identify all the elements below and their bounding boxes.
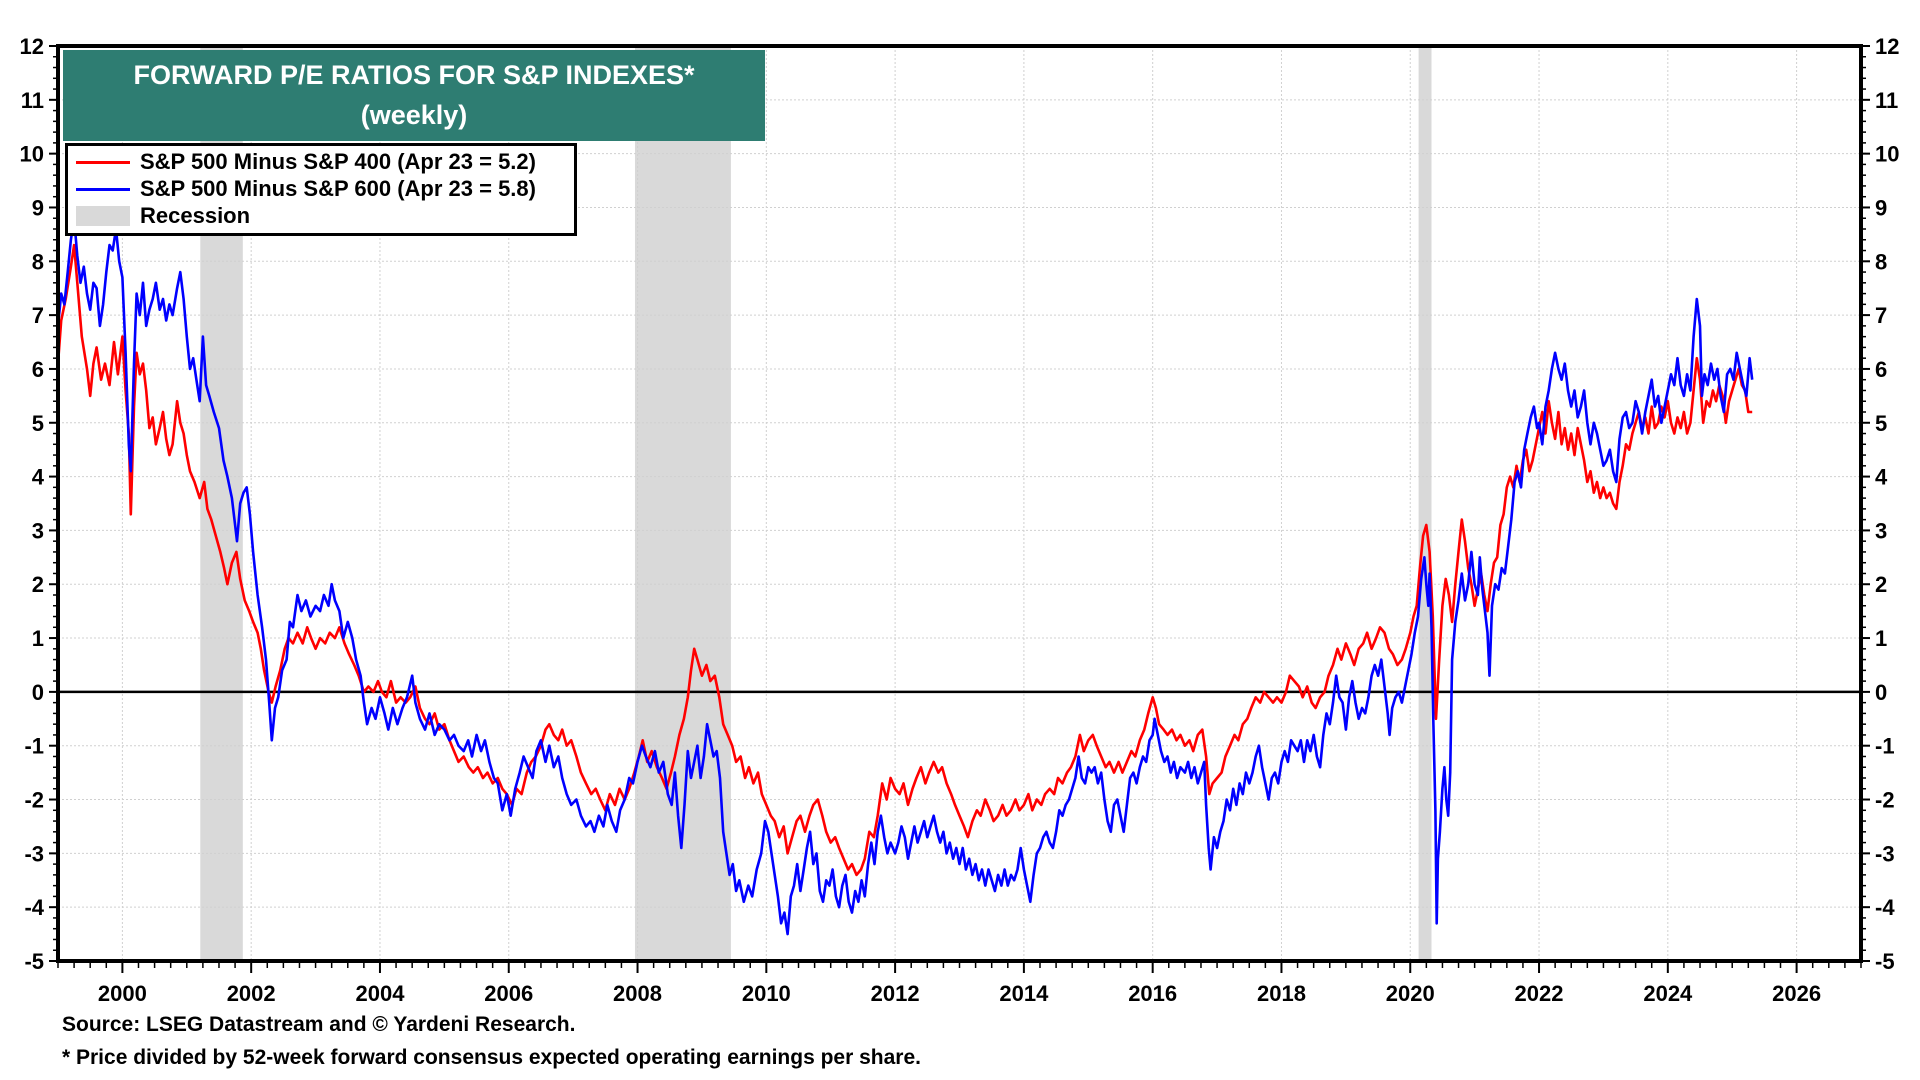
chart-title-box: FORWARD P/E RATIOS FOR S&P INDEXES* (wee… xyxy=(63,50,765,141)
legend-item-recession: Recession xyxy=(68,203,250,229)
y-tick-label-left: -5 xyxy=(24,949,44,974)
x-axis: 2000 2002 2004 2006 2008 2010 2012 2014 2016 2018… xyxy=(57,961,1862,1006)
source-note: Source: LSEG Datastream and © Yardeni Re… xyxy=(62,1013,576,1036)
legend-label: S&P 500 Minus S&P 400 (Apr 23 = 5.2) xyxy=(140,149,536,174)
y-tick-label-left: 9 xyxy=(32,195,44,220)
y-tick-label-right: -3 xyxy=(1875,841,1895,866)
x-tick-label: 2010 xyxy=(742,981,791,1006)
series-line-sp500-minus-sp600 xyxy=(56,216,1754,936)
x-tick-label: 2024 xyxy=(1643,981,1693,1006)
y-tick-label-left: 8 xyxy=(32,249,44,274)
legend: S&P 500 Minus S&P 400 (Apr 23 = 5.2) S&P… xyxy=(65,143,577,236)
y-tick-label-right: 12 xyxy=(1875,34,1899,59)
legend-label: S&P 500 Minus S&P 600 (Apr 23 = 5.8) xyxy=(140,176,536,201)
y-tick-label-left: 2 xyxy=(32,572,44,597)
legend-swatch-red-line xyxy=(76,160,130,164)
x-tick-label: 2014 xyxy=(999,981,1049,1006)
x-tick-label: 2022 xyxy=(1515,981,1564,1006)
y-tick-label-left: 5 xyxy=(32,411,44,436)
legend-swatch-recession-band xyxy=(76,206,130,226)
y-tick-label-left: 4 xyxy=(32,465,45,490)
y-tick-label-left: 3 xyxy=(32,518,44,543)
chart-subtitle: (weekly) xyxy=(360,100,468,130)
series-line-sp500-minus-sp400 xyxy=(56,243,1753,877)
x-tick-label: 2016 xyxy=(1128,981,1177,1006)
y-tick-label-right: 2 xyxy=(1875,572,1887,597)
y-tick-label-right: 9 xyxy=(1875,195,1887,220)
y-tick-label-left: 10 xyxy=(20,142,44,167)
grid xyxy=(58,46,1861,961)
y-tick-label-right: -4 xyxy=(1875,895,1895,920)
y-tick-label-right: 8 xyxy=(1875,249,1887,274)
legend-item-sp400: S&P 500 Minus S&P 400 (Apr 23 = 5.2) xyxy=(68,149,536,175)
y-tick-label-right: -1 xyxy=(1875,734,1895,759)
y-tick-label-right: 0 xyxy=(1875,680,1887,705)
y-tick-label-left: -1 xyxy=(24,734,44,759)
y-tick-label-left: -4 xyxy=(24,895,44,920)
footnote: * Price divided by 52-week forward conse… xyxy=(62,1046,921,1069)
recession-band xyxy=(1418,46,1432,961)
y-tick-label-left: 7 xyxy=(32,303,44,328)
x-tick-label: 2026 xyxy=(1772,981,1821,1006)
y-tick-label-right: 1 xyxy=(1875,626,1887,651)
y-tick-label-right: 10 xyxy=(1875,142,1899,167)
y-tick-label-right: 6 xyxy=(1875,357,1887,382)
y-tick-label-right: 4 xyxy=(1875,465,1888,490)
y-tick-label-right: 3 xyxy=(1875,518,1887,543)
legend-swatch-blue-line xyxy=(76,187,130,191)
x-tick-label: 2000 xyxy=(98,981,147,1006)
y-tick-label-right: 11 xyxy=(1875,88,1898,113)
y-tick-label-right: 7 xyxy=(1875,303,1887,328)
legend-label: Recession xyxy=(140,203,251,228)
x-tick-label: 2020 xyxy=(1386,981,1435,1006)
x-tick-label: 2008 xyxy=(613,981,662,1006)
y-tick-label-left: 0 xyxy=(32,680,44,705)
y-tick-label-left: 12 xyxy=(20,34,44,59)
y-tick-label-left: 1 xyxy=(32,626,44,651)
chart-title: FORWARD P/E RATIOS FOR S&P INDEXES* xyxy=(133,60,695,90)
legend-item-sp600: S&P 500 Minus S&P 600 (Apr 23 = 5.8) xyxy=(68,176,536,202)
y-tick-label-left: 11 xyxy=(21,88,44,113)
y-tick-label-left: -3 xyxy=(24,841,44,866)
y-tick-label-left: -2 xyxy=(24,788,44,813)
series-lines xyxy=(56,216,1754,936)
y-tick-label-right: 5 xyxy=(1875,411,1887,436)
y-tick-label-right: -2 xyxy=(1875,788,1895,813)
y-tick-label-right: -5 xyxy=(1875,949,1895,974)
x-tick-label: 2006 xyxy=(484,981,533,1006)
x-tick-label: 2002 xyxy=(227,981,276,1006)
y-tick-label-left: 6 xyxy=(32,357,44,382)
x-tick-label: 2012 xyxy=(871,981,920,1006)
x-tick-label: 2004 xyxy=(355,981,405,1006)
x-tick-label: 2018 xyxy=(1257,981,1306,1006)
